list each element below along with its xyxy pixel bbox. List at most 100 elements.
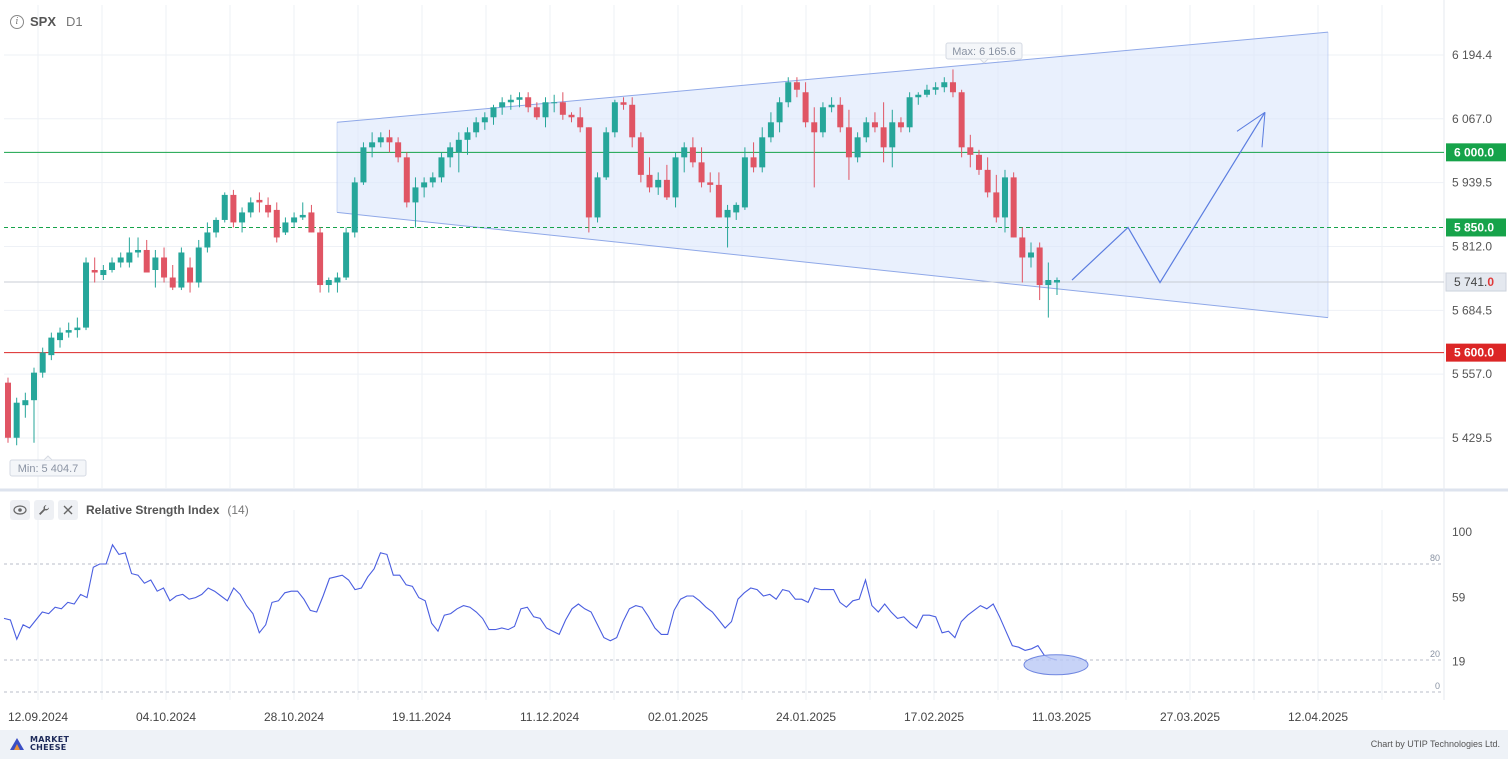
candle-body	[135, 249, 142, 253]
candle-body	[117, 257, 124, 263]
candle-body	[776, 102, 783, 123]
price-axis[interactable]: 6 194.4 6 067.0 5 939.5 5 812.0 5 684.5 5 557…	[1445, 48, 1507, 445]
level-price-tag[interactable]	[1446, 143, 1506, 162]
rsi-level-label: 0	[1435, 681, 1440, 691]
candle-body	[897, 122, 904, 128]
candle-body	[767, 122, 774, 138]
candle-body	[369, 142, 376, 148]
candle-body	[5, 382, 11, 438]
candle-body	[204, 232, 211, 248]
candle-body	[429, 177, 436, 183]
candle-body	[74, 327, 81, 331]
brand-text: MARKET CHEESE	[30, 736, 69, 752]
info-icon[interactable]: i	[10, 14, 24, 29]
candle-body	[646, 174, 653, 188]
candle-body	[1054, 280, 1060, 283]
candle-body	[620, 102, 627, 105]
candle-body	[889, 122, 896, 148]
candle-body	[282, 222, 289, 233]
candle-body	[377, 137, 384, 143]
time-axis: 12.09.2024 04.10.2024 28.10.2024 19.11.2024…	[8, 710, 1348, 724]
candle-body	[325, 280, 332, 286]
forecast-arrowhead-left[interactable]	[1236, 111, 1266, 132]
eye-icon[interactable]	[10, 500, 30, 520]
candle-body	[837, 104, 844, 128]
price-tick-label: 5 684.5	[1452, 303, 1492, 317]
forecast-arrowhead-right[interactable]	[1261, 112, 1266, 148]
candle-body	[230, 194, 237, 223]
price-tick-label: 5 939.5	[1452, 176, 1492, 190]
candle-body	[594, 177, 601, 218]
time-tick-label: 11.03.2025	[1032, 710, 1091, 724]
candle-body	[1027, 252, 1034, 258]
price-tick-label: 6 194.4	[1452, 48, 1492, 62]
candle-body	[958, 92, 965, 148]
candle-body	[395, 142, 402, 158]
extreme-markers: Max: 6 165.6 Min: 5 404.7	[9, 42, 1023, 477]
price-levels[interactable]	[4, 151, 1444, 354]
candle-body	[689, 147, 696, 163]
rsi-line	[3, 543, 1058, 661]
candle-body	[568, 114, 575, 118]
current-price-tag[interactable]	[1445, 272, 1507, 292]
candle-body	[100, 270, 107, 276]
candle-body	[13, 402, 20, 438]
candle-body	[698, 162, 705, 183]
forecast-zigzag[interactable]	[1071, 111, 1266, 284]
level-price-tag[interactable]	[1446, 218, 1506, 237]
wrench-icon[interactable]	[34, 500, 54, 520]
brand-logo[interactable]: MARKET CHEESE	[8, 736, 69, 752]
candle-body	[1010, 177, 1017, 238]
candle-body	[481, 117, 488, 123]
candle-body	[351, 182, 358, 233]
brand-line2: CHEESE	[30, 743, 67, 752]
candle-body	[65, 330, 72, 333]
candle-body	[611, 102, 618, 133]
chart-svg[interactable]: Max: 6 165.6 Min: 5 404.7 6 194.4 6 067.0 5…	[0, 0, 1508, 730]
level-price-label[interactable]: 6 000.0	[1454, 145, 1494, 159]
candle-body	[932, 87, 939, 90]
timeframe-label[interactable]: D1	[66, 14, 83, 29]
candle-body	[577, 117, 584, 128]
level-price-tag[interactable]	[1446, 343, 1506, 362]
candle-body	[681, 147, 688, 158]
candle-body	[308, 212, 315, 233]
candle-body	[759, 137, 766, 168]
max-marker-pointer	[979, 58, 989, 64]
current-price-label[interactable]: 5 741.0	[1454, 275, 1494, 289]
candle-body	[629, 104, 636, 138]
candle-body	[785, 82, 792, 103]
time-tick-label: 28.10.2024	[264, 710, 324, 724]
rsi-level-label: 80	[1430, 553, 1440, 563]
channel-lower-line[interactable]	[336, 211, 1329, 319]
candle-body	[854, 137, 861, 158]
candle-body	[221, 194, 228, 220]
candle-body	[447, 147, 454, 158]
rsi-period: (14)	[227, 503, 249, 517]
level-price-label[interactable]: 5 600.0	[1454, 346, 1494, 360]
price-tick-label: 5 812.0	[1452, 239, 1492, 253]
time-axis-bg	[0, 700, 1508, 730]
rsi-title: Relative Strength Index	[86, 503, 220, 517]
price-tick-label: 5 429.5	[1452, 431, 1492, 445]
close-icon[interactable]	[58, 500, 78, 520]
candle-body	[828, 104, 835, 108]
candle-body	[126, 252, 133, 263]
candle-body	[871, 122, 878, 128]
candle-body	[733, 204, 740, 213]
candle-body	[239, 212, 246, 223]
candle-body	[178, 252, 185, 288]
forecast-path[interactable]	[1071, 111, 1266, 284]
candle-body	[880, 127, 887, 148]
brand-line1: MARKET	[30, 735, 70, 744]
candle-body	[438, 157, 445, 178]
level-price-label[interactable]: 5 850.0	[1454, 220, 1494, 234]
rsi-oversold-highlight[interactable]	[1023, 654, 1089, 676]
candle-body	[39, 352, 46, 373]
candle-body	[299, 214, 306, 218]
time-tick-label: 27.03.2025	[1160, 710, 1220, 724]
candle-body	[793, 82, 800, 90]
symbol-label: SPX	[30, 14, 57, 29]
candle-body	[941, 82, 948, 88]
